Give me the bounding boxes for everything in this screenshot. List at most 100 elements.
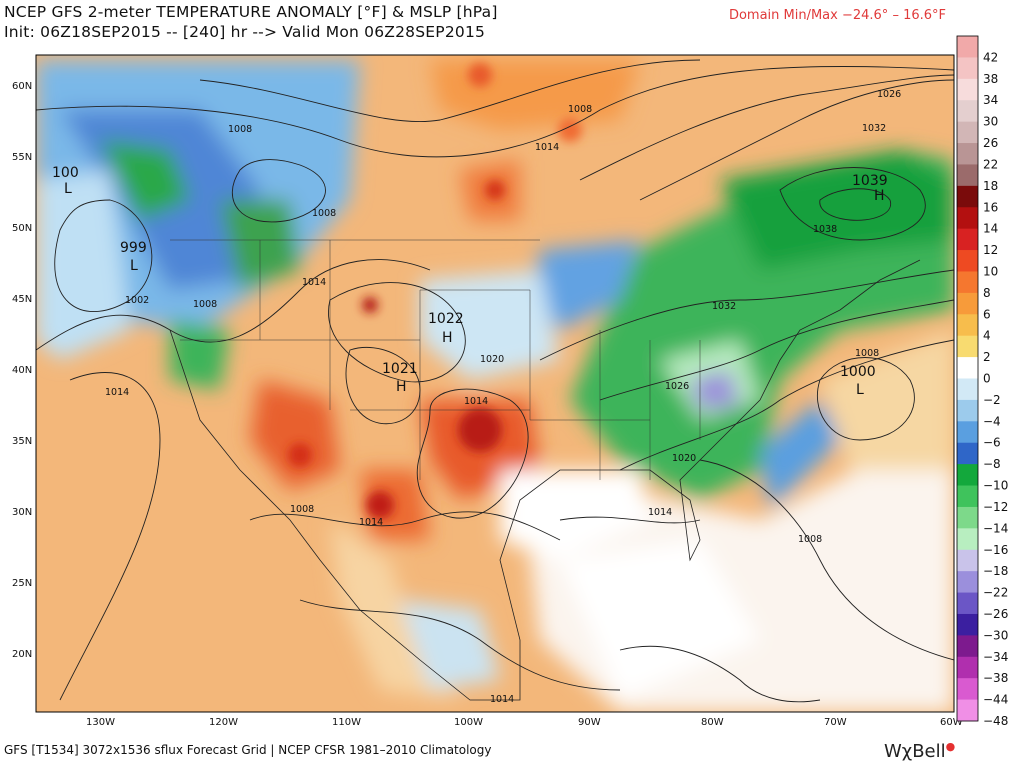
colorbar-label: 34	[983, 93, 998, 107]
chart-title: NCEP GFS 2-meter TEMPERATURE ANOMALY [°F…	[4, 3, 498, 21]
lat-label: 30N	[12, 507, 32, 518]
lat-label: 55N	[12, 152, 32, 163]
isobar-label: 1002	[125, 295, 149, 306]
chart-subtitle: Init: 06Z18SEP2015 -- [240] hr --> Valid…	[4, 23, 486, 41]
colorbar-swatch	[957, 399, 978, 422]
colorbar-label: −12	[983, 500, 1008, 514]
colorbar-label: 14	[983, 222, 998, 236]
pressure-center-value: 1021	[382, 361, 418, 377]
colorbar-label: −10	[983, 479, 1008, 493]
isobar-label: 1014	[535, 142, 559, 153]
colorbar-label: 42	[983, 50, 998, 64]
colorbar-swatch	[957, 549, 978, 572]
lat-label: 60N	[12, 81, 32, 92]
colorbar-swatch	[957, 250, 978, 272]
isobar-label: 1032	[712, 301, 736, 312]
colorbar-label: 18	[983, 179, 998, 193]
colorbar-label: 26	[983, 136, 998, 150]
map-panel: 1008 1008 1008 1008 1014 1014 1014 1014 …	[36, 55, 954, 712]
brand-logo: WχBell●	[884, 740, 955, 762]
colorbar-label: −30	[983, 628, 1008, 642]
colorbar-swatch	[957, 100, 978, 123]
isobar-label: 1014	[648, 507, 672, 518]
lon-label: 130W	[86, 717, 115, 728]
colorbar-label: −14	[983, 521, 1008, 535]
lon-label: 110W	[332, 717, 361, 728]
colorbar-label: 4	[983, 329, 991, 343]
colorbar-label: −16	[983, 543, 1008, 557]
borders	[170, 239, 701, 480]
isobar-label: 1038	[813, 224, 837, 235]
lat-label: 20N	[12, 649, 32, 660]
colorbar-swatch	[957, 143, 978, 165]
colorbar-swatch	[957, 656, 978, 679]
colorbar-label: −8	[983, 457, 1001, 471]
colorbar-label: −34	[983, 650, 1008, 664]
colorbar-swatch	[957, 592, 978, 615]
low-pressure-marker: L	[856, 382, 864, 398]
brand-text: WχBell	[884, 741, 946, 762]
colorbar-swatch	[957, 528, 978, 551]
isobar-label: 1008	[855, 348, 879, 359]
brand-dot-icon: ●	[945, 740, 956, 753]
domain-minmax: Domain Min/Max −24.6° – 16.6°F	[728, 8, 946, 23]
isobar-label: 1008	[228, 124, 252, 135]
colorbar-label: −6	[983, 436, 1001, 450]
colorbar-swatch	[957, 121, 978, 144]
colorbar-label: 22	[983, 157, 998, 171]
colorbar: 423834302622181614121086420−2−4−6−8−10−1…	[956, 35, 1008, 728]
high-pressure-marker: H	[874, 188, 885, 204]
lon-axis: 130W 120W 110W 100W 90W 80W 70W 60W	[86, 717, 963, 728]
colorbar-swatch	[957, 464, 978, 486]
colorbar-swatch	[957, 335, 978, 358]
isobar-label: 1014	[105, 387, 129, 398]
isobar-label: 1014	[302, 277, 326, 288]
colorbar-label: −26	[983, 607, 1008, 621]
anomaly-shading	[36, 60, 954, 712]
colorbar-swatch	[957, 271, 978, 294]
pressure-center-value: 1000	[840, 364, 876, 380]
colorbar-swatch	[957, 292, 978, 315]
isobars	[36, 59, 954, 703]
high-pressure-marker: H	[396, 379, 407, 395]
colorbar-swatch	[957, 571, 978, 593]
map-frame	[35, 54, 955, 713]
colorbar-label: 8	[983, 286, 991, 300]
colorbar-label: −48	[983, 714, 1008, 728]
isobar-label: 1014	[359, 517, 383, 528]
isobar-label: 1026	[877, 89, 901, 100]
isobar-label: 1014	[464, 396, 488, 407]
colorbar-swatch	[957, 613, 978, 636]
isobar-label: 1032	[862, 123, 886, 134]
lat-label: 50N	[12, 223, 32, 234]
colorbar-label: −18	[983, 564, 1008, 578]
colorbar-swatch	[957, 442, 978, 465]
colorbar-label: 10	[983, 264, 998, 278]
isobar-label: 1020	[480, 354, 504, 365]
footer-text: GFS [T1534] 3072x1536 sflux Forecast Gri…	[4, 743, 492, 757]
colorbar-swatch	[957, 314, 978, 337]
colorbar-swatch	[957, 36, 978, 58]
lat-label: 45N	[12, 294, 32, 305]
colorbar-label: −22	[983, 586, 1008, 600]
pressure-center-value: 1039	[852, 173, 888, 189]
isobar-label: 1020	[672, 453, 696, 464]
anomaly-hotspots	[288, 63, 582, 519]
colorbar-label: 6	[983, 307, 991, 321]
colorbar-label: 30	[983, 115, 998, 129]
colorbar-frame	[956, 35, 979, 722]
colorbar-swatch	[957, 421, 978, 444]
lat-label: 25N	[12, 578, 32, 589]
pressure-centers: 100 L 999 L 1022 H 1021 H 1000 L 1039 H	[52, 165, 888, 398]
colorbar-swatch	[957, 57, 978, 80]
isobar-label: 1026	[665, 381, 689, 392]
colorbar-label: 12	[983, 243, 998, 257]
colorbar-swatch	[957, 635, 978, 658]
isobar-label: 1008	[193, 299, 217, 310]
colorbar-swatch	[957, 506, 978, 529]
colorbar-label: −4	[983, 414, 1001, 428]
coastline	[169, 259, 921, 701]
isobar-labels: 1008 1008 1008 1008 1014 1014 1014 1014 …	[105, 89, 901, 705]
colorbar-swatch	[957, 678, 978, 700]
